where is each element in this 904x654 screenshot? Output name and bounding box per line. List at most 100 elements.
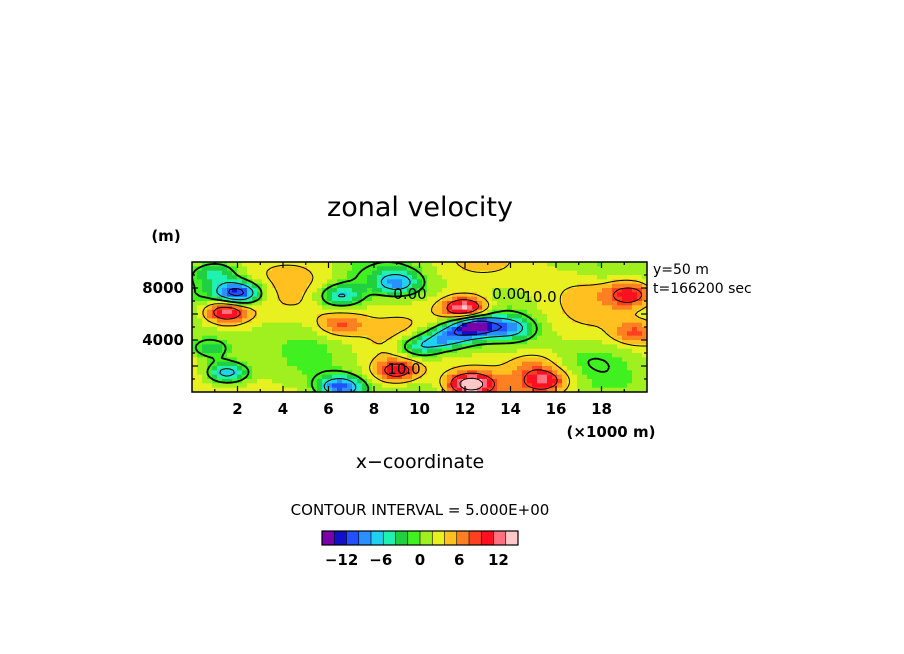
heatmap-cell [367,275,373,280]
heatmap-cell [322,357,328,363]
heatmap-cell [202,374,208,380]
heatmap-cell [377,283,383,289]
heatmap-cell [637,301,643,306]
heatmap-cell [252,296,258,302]
heatmap-cell [362,283,368,289]
heatmap-cell [587,305,593,311]
heatmap-cell [477,361,483,367]
heatmap-cell [627,383,633,389]
heatmap-cell [352,279,358,285]
heatmap-cell [222,357,228,363]
heatmap-cell [557,357,563,363]
heatmap-cell [472,327,478,332]
heatmap-cell [302,292,308,298]
heatmap-cell [197,292,203,298]
heatmap-cell [472,379,478,384]
heatmap-cell [437,283,443,289]
heatmap-cell [392,322,398,328]
heatmap-cell [287,331,293,337]
heatmap-cell [622,305,628,311]
heatmap-cell [522,322,528,328]
heatmap-cell [372,327,378,332]
heatmap-cell [427,361,433,367]
heatmap-cell [267,309,273,315]
heatmap-cell [422,275,428,280]
heatmap-cell [402,340,408,345]
heatmap-cell [457,348,463,354]
colorbar-tick-label: 6 [454,551,464,569]
heatmap-cell [257,305,263,311]
heatmap-cell [347,387,353,392]
heatmap-cell [427,292,433,298]
heatmap-cell [537,305,543,311]
heatmap-cell [357,370,363,376]
heatmap-cell [557,387,563,392]
heatmap-cell [502,322,508,328]
heatmap-cell [342,344,348,350]
heatmap-cell [497,318,503,324]
heatmap-cell [547,270,553,276]
heatmap-cell [192,279,198,285]
heatmap-cell [472,262,478,267]
heatmap-cell [617,340,623,345]
heatmap-cell [227,301,233,306]
heatmap-cell [582,387,588,392]
heatmap-cell [322,279,328,285]
heatmap-cell [627,335,633,341]
heatmap-cell [632,353,638,358]
heatmap-cell [192,344,198,350]
heatmap-cell [632,344,638,350]
heatmap-cell [477,296,483,302]
heatmap-cell [277,366,283,371]
heatmap-cell [617,344,623,350]
heatmap-cell [297,318,303,324]
heatmap-cell [472,288,478,293]
heatmap-cell [642,292,647,298]
heatmap-cell [372,305,378,311]
heatmap-cell [517,335,523,341]
heatmap-cell [332,357,338,363]
heatmap-cell [642,366,647,371]
heatmap-cell [427,357,433,363]
heatmap-cell [342,301,348,306]
heatmap-cell [587,288,593,293]
heatmap-cell [617,370,623,376]
heatmap-cell [247,288,253,293]
heatmap-cell [242,305,248,311]
x-axis-label: x−coordinate [356,451,485,473]
heatmap-cell [292,314,298,319]
contour-lines [192,262,647,392]
heatmap-cell [577,266,583,272]
heatmap-cell [432,318,438,324]
heatmap-cell [527,331,533,337]
heatmap-cell [457,301,463,306]
heatmap-cell [422,379,428,384]
heatmap-cell [267,379,273,384]
heatmap-cell [307,340,313,345]
heatmap-cell [397,314,403,319]
heatmap-cell [227,379,233,384]
heatmap-cell [387,305,393,311]
heatmap-cell [287,379,293,384]
heatmap-cell [467,288,473,293]
heatmap-cell [262,379,268,384]
heatmap-cell [317,305,323,311]
heatmap-cell [382,270,388,276]
heatmap-cell [277,275,283,280]
heatmap-cell [197,331,203,337]
heatmap-cell [282,292,288,298]
heatmap-cell [502,288,508,293]
heatmap-cell [307,370,313,376]
heatmap-cell [392,327,398,332]
heatmap-cell [217,309,223,315]
heatmap-cell [382,335,388,341]
heatmap-cell [562,379,568,384]
heatmap-cell [377,314,383,319]
heatmap-cell [432,275,438,280]
heatmap-cell [482,275,488,280]
heatmap-cell [207,314,213,319]
heatmap-cell [632,275,638,280]
heatmap-cell [537,353,543,358]
heatmap-cell [462,309,468,315]
heatmap-cell [577,262,583,267]
